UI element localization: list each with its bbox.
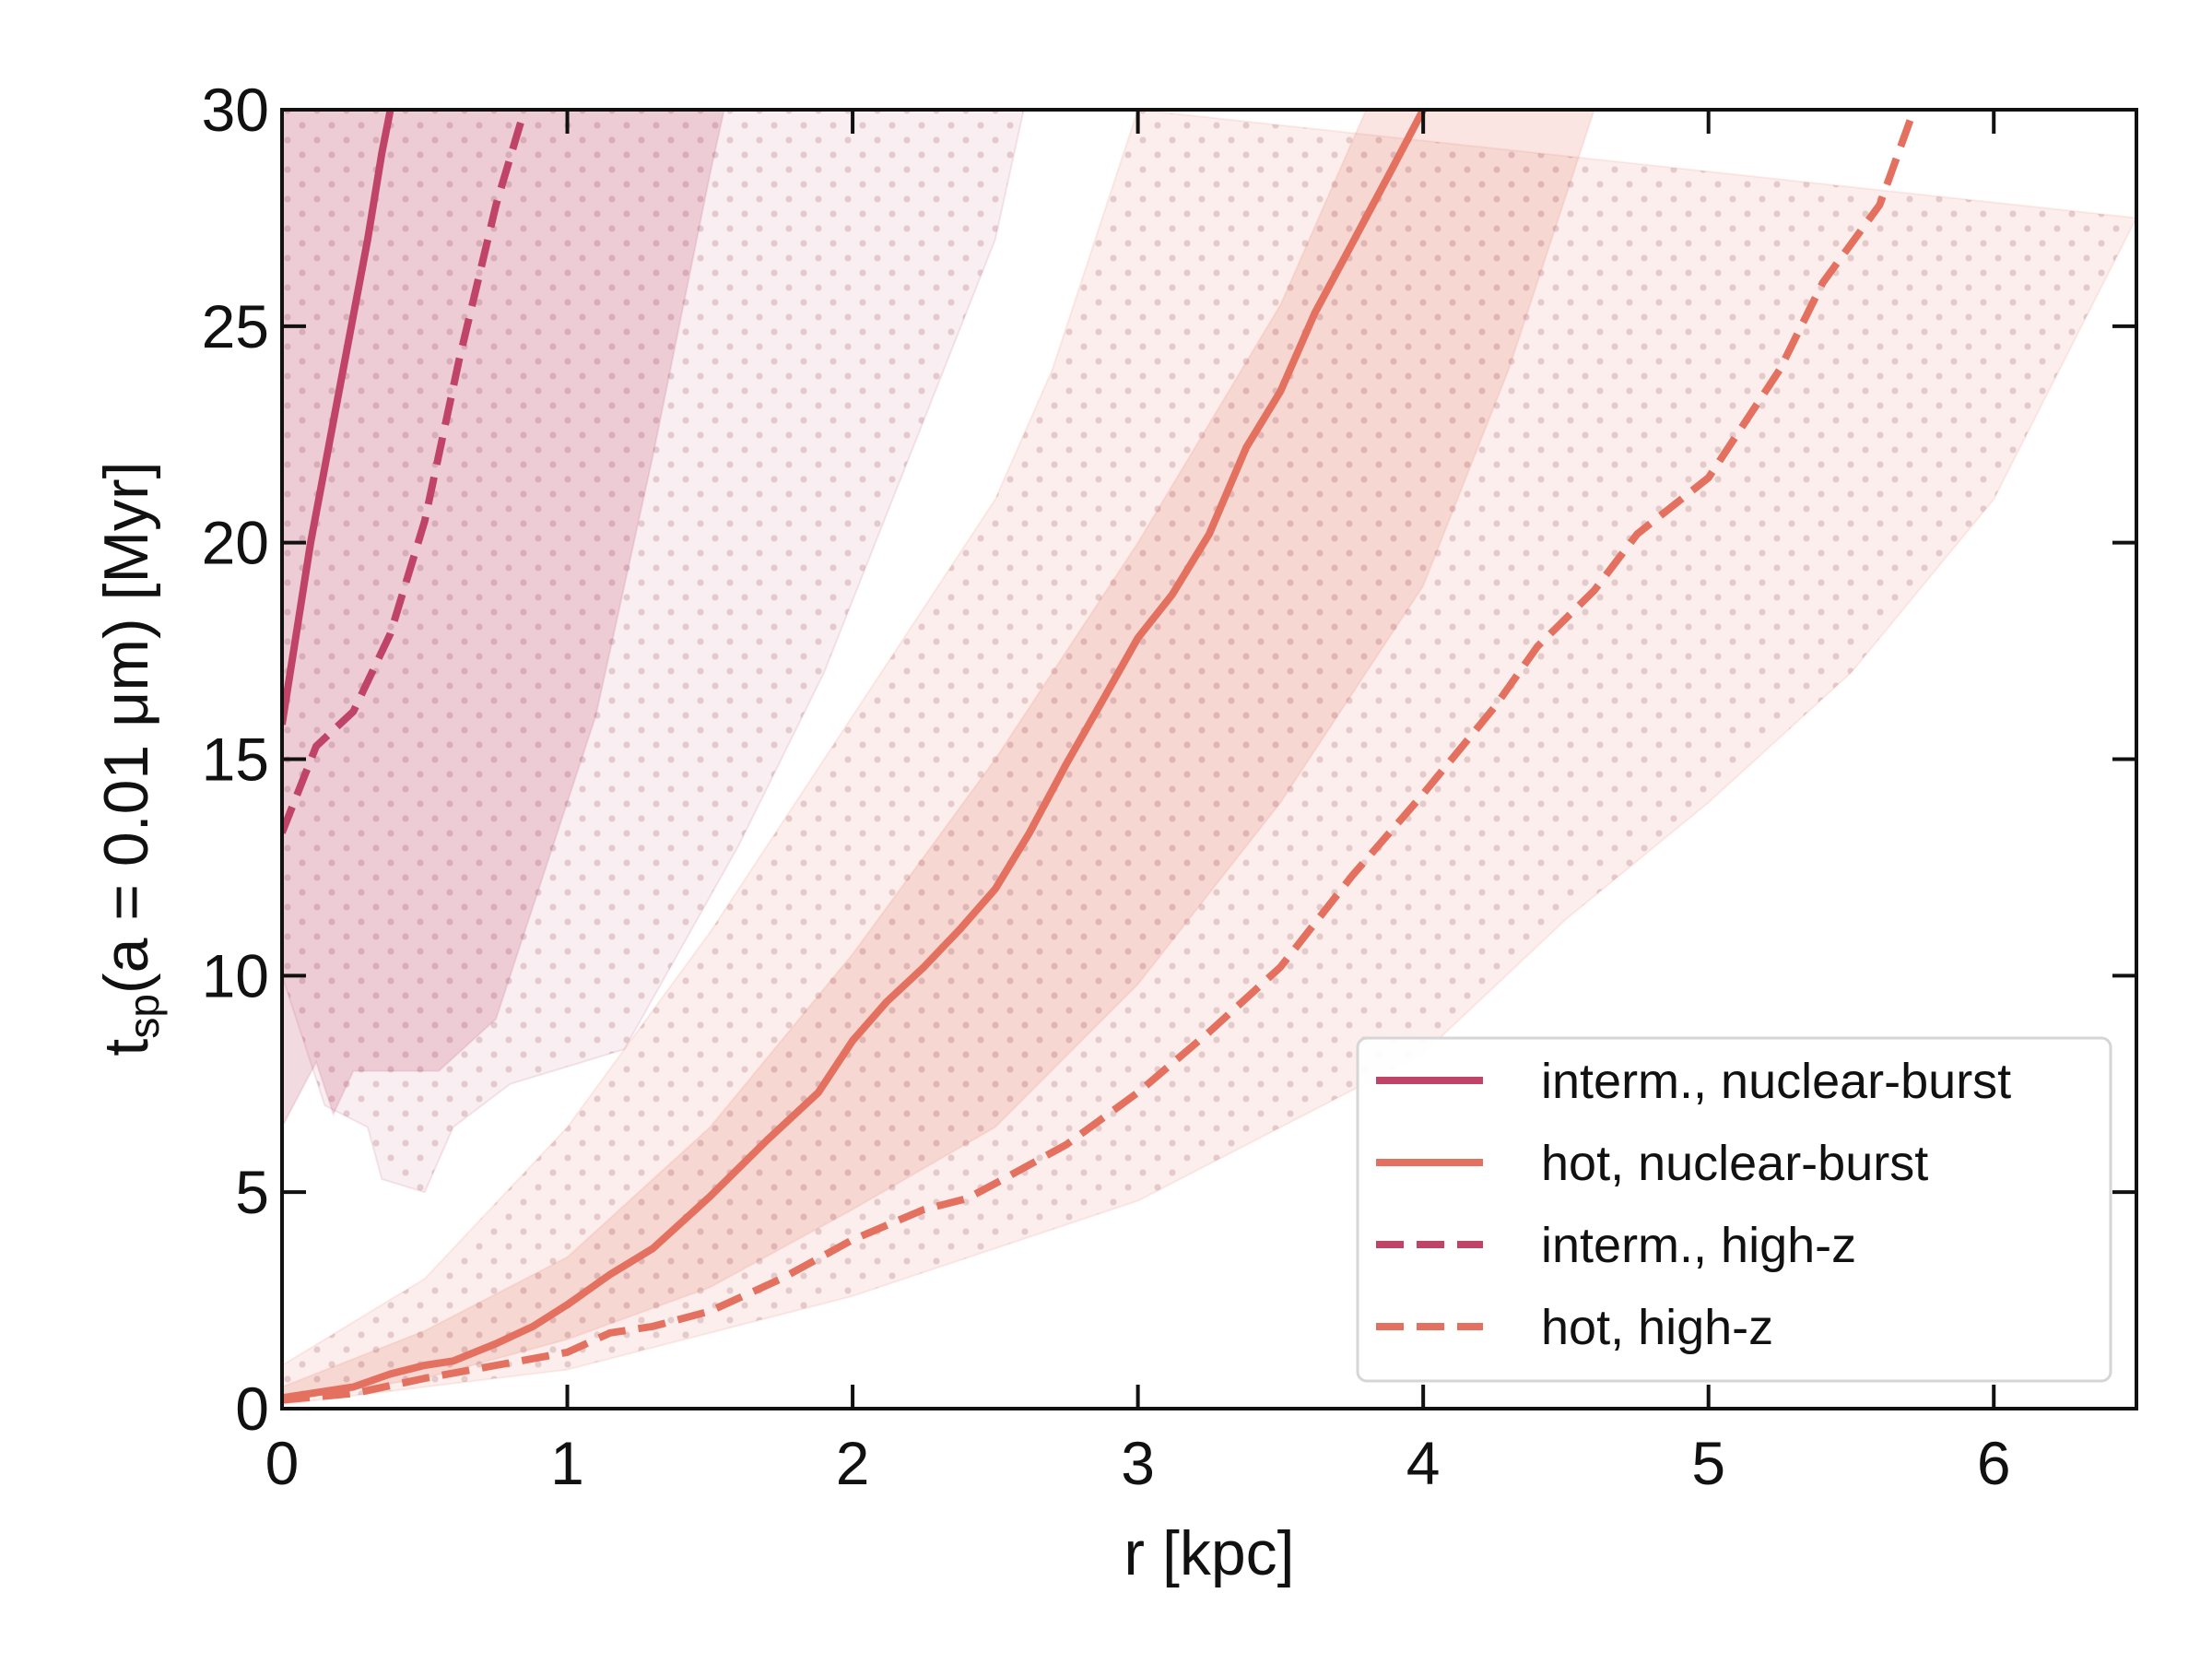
x-axis-label: r [kpc] [1124,1518,1294,1588]
series-line-hot-high-z [282,110,1918,1404]
y-axis-label-prefix: t [91,1039,161,1056]
legend: interm., nuclear-burst hot, nuclear-burst… [1356,1036,2112,1383]
legend-label: interm., high-z [1541,1218,1856,1273]
y-axis-label-subscript: sp [120,994,168,1039]
bands-layer [282,110,2136,1406]
ticks-layer [280,108,2136,1410]
legend-label: hot, nuclear-burst [1541,1136,1928,1191]
y-tick-label: 20 [202,509,269,577]
y-tick-label: 15 [202,726,269,794]
y-tick-label: 25 [202,292,269,360]
legend-label: interm., nuclear-burst [1541,1054,2011,1109]
y-axis-label: tsp(a = 0.01 μm) [Myr] [91,461,168,1056]
x-tick-label: 2 [836,1429,870,1497]
x-tick-label: 6 [1977,1429,2011,1497]
hot-high-z-band-hatch [282,110,2136,1405]
interm-high-z-band-hatch [282,110,1039,1193]
x-tick-label: 3 [1121,1429,1155,1497]
y-axis-label-suffix: (a = 0.01 μm) [Myr] [91,461,161,994]
y-tick-label: 5 [235,1158,269,1226]
x-tick-label: 5 [1691,1429,1725,1497]
x-tick-label: 0 [265,1429,300,1497]
y-tick-label: 10 [202,941,269,1009]
x-tick-label: 1 [550,1429,584,1497]
series-line-interm-nuclear-burst [282,110,394,726]
x-tick-label: 4 [1406,1429,1441,1497]
y-tick-label: 30 [202,76,269,144]
legend-label: hot, high-z [1541,1300,1773,1355]
lines-layer [282,110,1918,1404]
y-tick-label: 0 [235,1375,269,1443]
series-line-hot-nuclear-burst [282,110,1427,1402]
legend-box [1356,1036,2112,1383]
series-line-interm-high-z [282,110,528,834]
tick-labels-layer: 0 1 2 3 4 5 6 0 5 10 15 20 25 30 [202,76,2011,1497]
